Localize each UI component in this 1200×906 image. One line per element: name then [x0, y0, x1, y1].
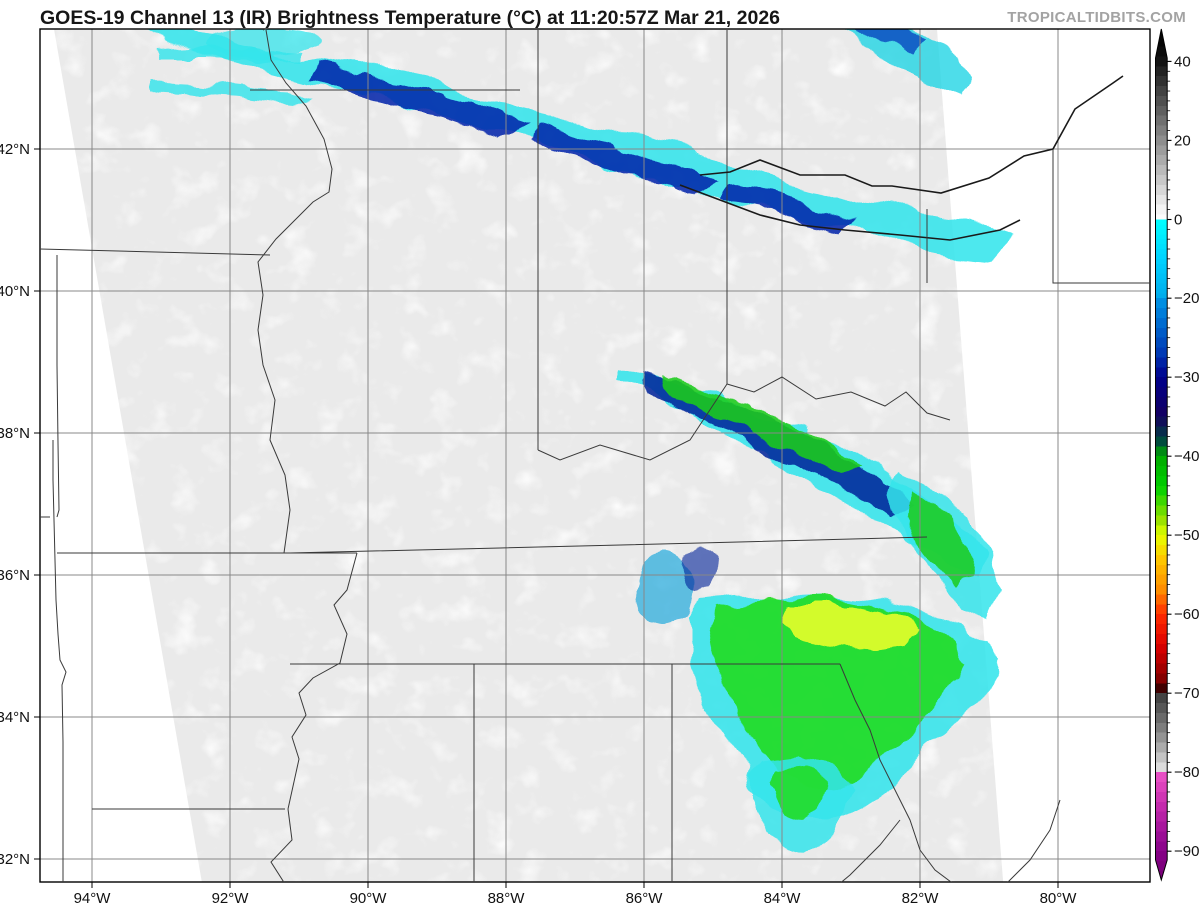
svg-text:−70: −70: [1174, 685, 1199, 702]
svg-text:38°N: 38°N: [0, 425, 30, 442]
svg-text:94°W: 94°W: [74, 890, 112, 906]
svg-text:86°W: 86°W: [626, 890, 664, 906]
svg-text:80°W: 80°W: [1040, 890, 1078, 906]
svg-text:32°N: 32°N: [0, 851, 30, 868]
svg-text:−50: −50: [1174, 527, 1199, 544]
svg-text:34°N: 34°N: [0, 709, 30, 726]
svg-text:−90: −90: [1174, 843, 1199, 860]
svg-text:40°N: 40°N: [0, 283, 30, 300]
svg-text:42°N: 42°N: [0, 141, 30, 158]
svg-text:36°N: 36°N: [0, 567, 30, 584]
svg-text:88°W: 88°W: [488, 890, 526, 906]
svg-text:−20: −20: [1174, 290, 1199, 307]
svg-text:−60: −60: [1174, 606, 1199, 623]
svg-text:82°W: 82°W: [902, 890, 940, 906]
svg-text:84°W: 84°W: [764, 890, 802, 906]
svg-text:−40: −40: [1174, 448, 1199, 465]
svg-text:−30: −30: [1174, 369, 1199, 386]
svg-text:0: 0: [1174, 212, 1182, 229]
svg-text:40: 40: [1174, 53, 1191, 70]
svg-text:20: 20: [1174, 132, 1191, 149]
svg-text:92°W: 92°W: [212, 890, 250, 906]
svg-text:−80: −80: [1174, 764, 1199, 781]
svg-text:90°W: 90°W: [350, 890, 388, 906]
